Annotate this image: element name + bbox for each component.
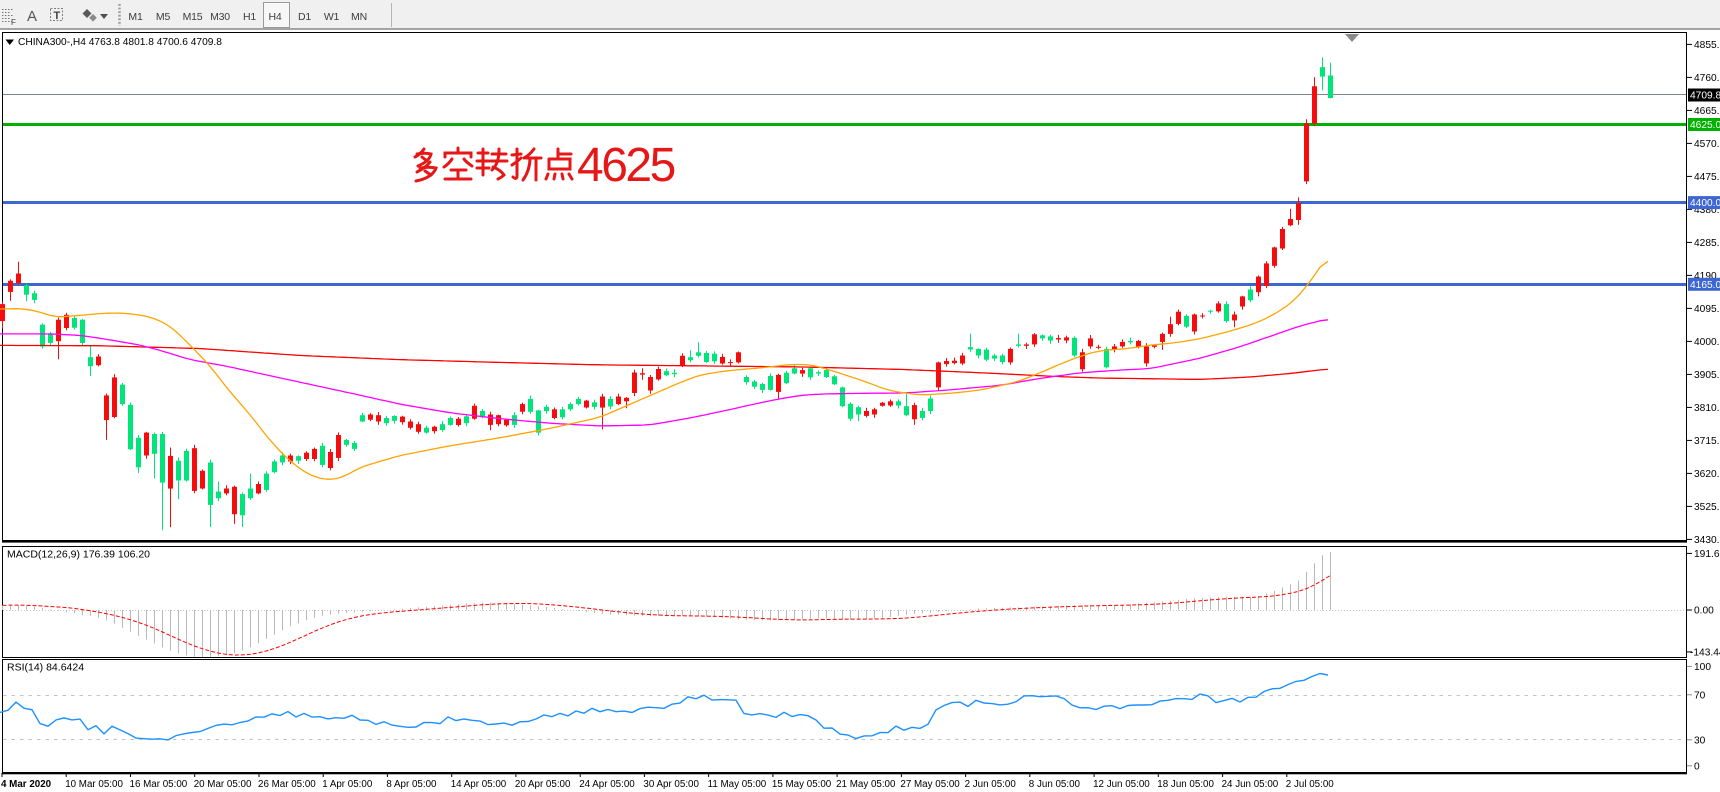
- svg-text:4475.5: 4475.5: [1694, 172, 1720, 183]
- svg-text:4760.5: 4760.5: [1694, 73, 1720, 84]
- svg-text:RSI(14) 84.6424: RSI(14) 84.6424: [7, 662, 84, 674]
- svg-text:16 Mar 05:00: 16 Mar 05:00: [130, 779, 188, 790]
- svg-text:0.00: 0.00: [1694, 606, 1714, 617]
- svg-text:4165.0: 4165.0: [1690, 280, 1720, 291]
- svg-text:24 Apr 05:00: 24 Apr 05:00: [579, 779, 635, 790]
- svg-text:H1: H1: [243, 11, 256, 23]
- svg-text:4625: 4625: [577, 139, 675, 192]
- svg-text:11 May 05:00: 11 May 05:00: [708, 779, 767, 790]
- svg-text:4285.5: 4285.5: [1694, 238, 1720, 249]
- svg-text:MN: MN: [351, 11, 367, 23]
- svg-text:T: T: [54, 10, 61, 22]
- svg-text:30 Apr 05:00: 30 Apr 05:00: [643, 779, 699, 790]
- svg-text:2 Jul 05:00: 2 Jul 05:00: [1286, 779, 1334, 790]
- svg-text:18 Jun 05:00: 18 Jun 05:00: [1157, 779, 1214, 790]
- svg-text:20 Mar 05:00: 20 Mar 05:00: [194, 779, 252, 790]
- svg-text:4 Mar 2020: 4 Mar 2020: [1, 779, 52, 790]
- svg-text:0: 0: [1694, 761, 1700, 772]
- svg-text:3905.5: 3905.5: [1694, 370, 1720, 381]
- svg-text:3715.5: 3715.5: [1694, 436, 1720, 447]
- svg-text:H4: H4: [268, 11, 281, 23]
- svg-text:20 Apr 05:00: 20 Apr 05:00: [515, 779, 571, 790]
- svg-text:W1: W1: [324, 11, 340, 23]
- svg-text:14 Apr 05:00: 14 Apr 05:00: [451, 779, 507, 790]
- svg-text:24 Jun 05:00: 24 Jun 05:00: [1222, 779, 1279, 790]
- svg-text:1 Apr 05:00: 1 Apr 05:00: [322, 779, 373, 790]
- svg-text:F: F: [11, 18, 16, 27]
- svg-text:2 Jun 05:00: 2 Jun 05:00: [965, 779, 1017, 790]
- svg-text:4570.5: 4570.5: [1694, 139, 1720, 150]
- svg-text:4190.5: 4190.5: [1694, 271, 1720, 282]
- svg-text:4855.5: 4855.5: [1694, 40, 1720, 51]
- svg-text:100: 100: [1694, 662, 1711, 673]
- svg-text:D1: D1: [298, 11, 311, 23]
- svg-text:15 May 05:00: 15 May 05:00: [772, 779, 832, 790]
- svg-text:21 May 05:00: 21 May 05:00: [836, 779, 896, 790]
- svg-text:4625.0: 4625.0: [1690, 120, 1720, 131]
- svg-text:8 Apr 05:00: 8 Apr 05:00: [386, 779, 437, 790]
- svg-text:3430.5: 3430.5: [1694, 535, 1720, 546]
- svg-text:4000.5: 4000.5: [1694, 337, 1720, 348]
- svg-text:27 May 05:00: 27 May 05:00: [900, 779, 960, 790]
- svg-text:-143.44: -143.44: [1690, 648, 1720, 659]
- svg-text:10 Mar 05:00: 10 Mar 05:00: [65, 779, 123, 790]
- svg-text:A: A: [27, 8, 37, 25]
- svg-text:8 Jun 05:00: 8 Jun 05:00: [1029, 779, 1081, 790]
- svg-text:3810.5: 3810.5: [1694, 403, 1720, 414]
- svg-text:M15: M15: [183, 11, 203, 23]
- svg-text:26 Mar 05:00: 26 Mar 05:00: [258, 779, 316, 790]
- svg-text:4380.5: 4380.5: [1694, 205, 1720, 216]
- svg-text:12 Jun 05:00: 12 Jun 05:00: [1093, 779, 1150, 790]
- svg-text:3620.5: 3620.5: [1694, 469, 1720, 480]
- svg-text:191.63: 191.63: [1694, 549, 1720, 560]
- svg-text:M1: M1: [128, 11, 143, 23]
- svg-text:M30: M30: [210, 11, 230, 23]
- svg-text:30: 30: [1694, 735, 1706, 746]
- svg-text:MACD(12,26,9) 176.39 106.20: MACD(12,26,9) 176.39 106.20: [7, 549, 150, 561]
- svg-text:4709.8: 4709.8: [1690, 91, 1720, 102]
- svg-text:M5: M5: [156, 11, 171, 23]
- svg-text:70: 70: [1694, 690, 1706, 701]
- svg-text:CHINA300-,H4 4763.8 4801.8 47: CHINA300-,H4 4763.8 4801.8 4700.6 4709.8: [18, 37, 222, 48]
- svg-text:4665.5: 4665.5: [1694, 106, 1720, 117]
- svg-text:4400.0: 4400.0: [1690, 198, 1720, 209]
- svg-text:4095.5: 4095.5: [1694, 304, 1720, 315]
- svg-text:3525.5: 3525.5: [1694, 502, 1720, 513]
